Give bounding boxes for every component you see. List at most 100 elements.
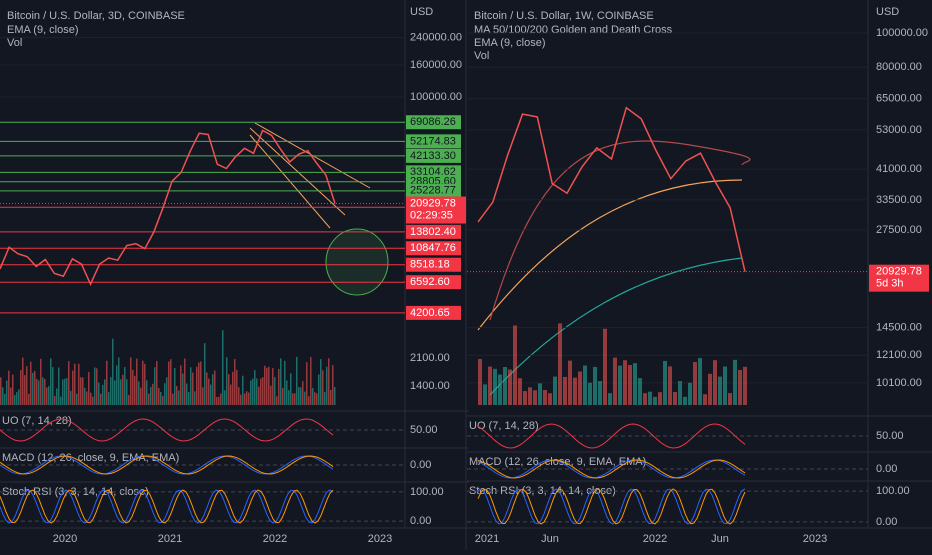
volume-bar xyxy=(154,367,156,405)
volume-bar xyxy=(162,395,164,405)
volume-bar xyxy=(300,387,302,405)
volume-bar xyxy=(146,380,148,405)
price-tick-label: 12100.00 xyxy=(876,349,922,361)
time-tick-label: 2023 xyxy=(803,533,827,545)
volume-bar xyxy=(164,383,166,405)
volume-bar xyxy=(286,380,288,405)
volume-bar xyxy=(108,392,110,405)
volume-bar xyxy=(618,365,622,405)
volume-bar xyxy=(623,360,627,405)
volume-bar xyxy=(270,385,272,405)
volume-bar xyxy=(613,357,617,405)
volume-bar xyxy=(194,391,196,405)
volume-bar xyxy=(262,377,264,405)
volume-bar xyxy=(254,370,256,405)
price-level-badge xyxy=(406,257,461,272)
volume-bar xyxy=(578,371,582,405)
volume-bar xyxy=(104,379,106,405)
volume-bar xyxy=(533,390,537,405)
price-tick-label: 14500.00 xyxy=(876,322,922,334)
volume-bar xyxy=(328,358,330,405)
volume-bar xyxy=(140,387,142,405)
volume-bar xyxy=(204,343,206,405)
volume-bar xyxy=(200,361,202,405)
price-level-label: 13802.40 xyxy=(410,226,456,238)
price-tick-label: 53000.00 xyxy=(876,124,922,136)
volume-bar xyxy=(102,384,104,405)
volume-bar xyxy=(160,391,162,405)
volume-bar xyxy=(126,379,128,405)
volume-bar xyxy=(132,369,134,405)
price-level-label: 52174.83 xyxy=(410,135,456,147)
volume-bar xyxy=(110,377,112,405)
volume-bar xyxy=(548,393,552,405)
volume-bar xyxy=(518,378,522,405)
volume-bar xyxy=(206,372,208,405)
oscillator-line xyxy=(0,489,334,524)
volume-bar xyxy=(86,391,88,405)
volume-bar xyxy=(738,369,742,405)
volume-bar xyxy=(156,360,158,405)
volume-bar xyxy=(673,392,677,405)
volume-bar xyxy=(294,393,296,405)
volume-bar xyxy=(120,379,122,405)
price-tick-label: 160000.00 xyxy=(410,59,462,71)
volume-bar xyxy=(136,358,138,405)
volume-bar xyxy=(226,357,228,405)
oscillator-line xyxy=(477,459,746,479)
volume-bar xyxy=(713,360,717,405)
volume-bar xyxy=(224,390,226,405)
volume-bar xyxy=(36,378,38,405)
volume-bar xyxy=(180,365,182,405)
oscillator-signal xyxy=(477,488,746,525)
current-price-label: 20929.78 xyxy=(410,197,456,209)
volume-bar xyxy=(186,383,188,405)
volume-bar xyxy=(290,373,292,405)
pane-tick-label: 50.00 xyxy=(876,430,904,442)
volume-bar xyxy=(306,362,308,405)
pane-tick-label: 100.00 xyxy=(876,485,910,497)
volume-bar xyxy=(320,359,322,405)
time-tick-label: Jun xyxy=(711,533,729,545)
volume-bar xyxy=(4,393,6,405)
volume-bar xyxy=(242,375,244,405)
volume-bar xyxy=(523,391,527,405)
volume-bar xyxy=(250,380,252,405)
volume-bar xyxy=(96,368,98,405)
time-tick-label: 2020 xyxy=(53,533,77,545)
volume-bar xyxy=(528,387,532,405)
price-line xyxy=(477,106,746,272)
price-tick-label: 41000.00 xyxy=(876,163,922,175)
countdown-label: 02:29:35 xyxy=(410,209,453,221)
legend-item: Vol xyxy=(474,50,489,62)
oscillator-line xyxy=(0,418,334,442)
price-line xyxy=(0,129,336,287)
volume-bar xyxy=(743,366,747,405)
legend-item: EMA (9, close) xyxy=(474,37,546,49)
volume-bar xyxy=(288,390,290,405)
volume-bar xyxy=(148,393,150,405)
volume-bar xyxy=(62,379,64,405)
price-level-label: 4200.65 xyxy=(410,307,450,319)
pane-tick-label: 0.00 xyxy=(876,463,897,475)
volume-bar xyxy=(324,391,326,405)
volume-bar xyxy=(68,361,70,405)
volume-bar xyxy=(10,387,12,405)
volume-bar xyxy=(498,374,502,405)
price-level-label: 25228.77 xyxy=(410,185,456,197)
volume-bar xyxy=(54,396,56,405)
volume-bar xyxy=(228,374,230,405)
volume-bar xyxy=(168,361,170,405)
volume-bar xyxy=(144,363,146,405)
volume-bar xyxy=(282,387,284,405)
volume-bar xyxy=(583,365,587,405)
volume-bar xyxy=(663,360,667,405)
volume-bar xyxy=(478,359,482,405)
price-tick-label: 65000.00 xyxy=(876,93,922,105)
volume-bar xyxy=(190,367,192,405)
volume-bar xyxy=(58,367,60,405)
volume-bar xyxy=(182,373,184,405)
volume-bar xyxy=(703,394,707,405)
volume-bar xyxy=(256,378,258,405)
volume-bar xyxy=(100,393,102,405)
